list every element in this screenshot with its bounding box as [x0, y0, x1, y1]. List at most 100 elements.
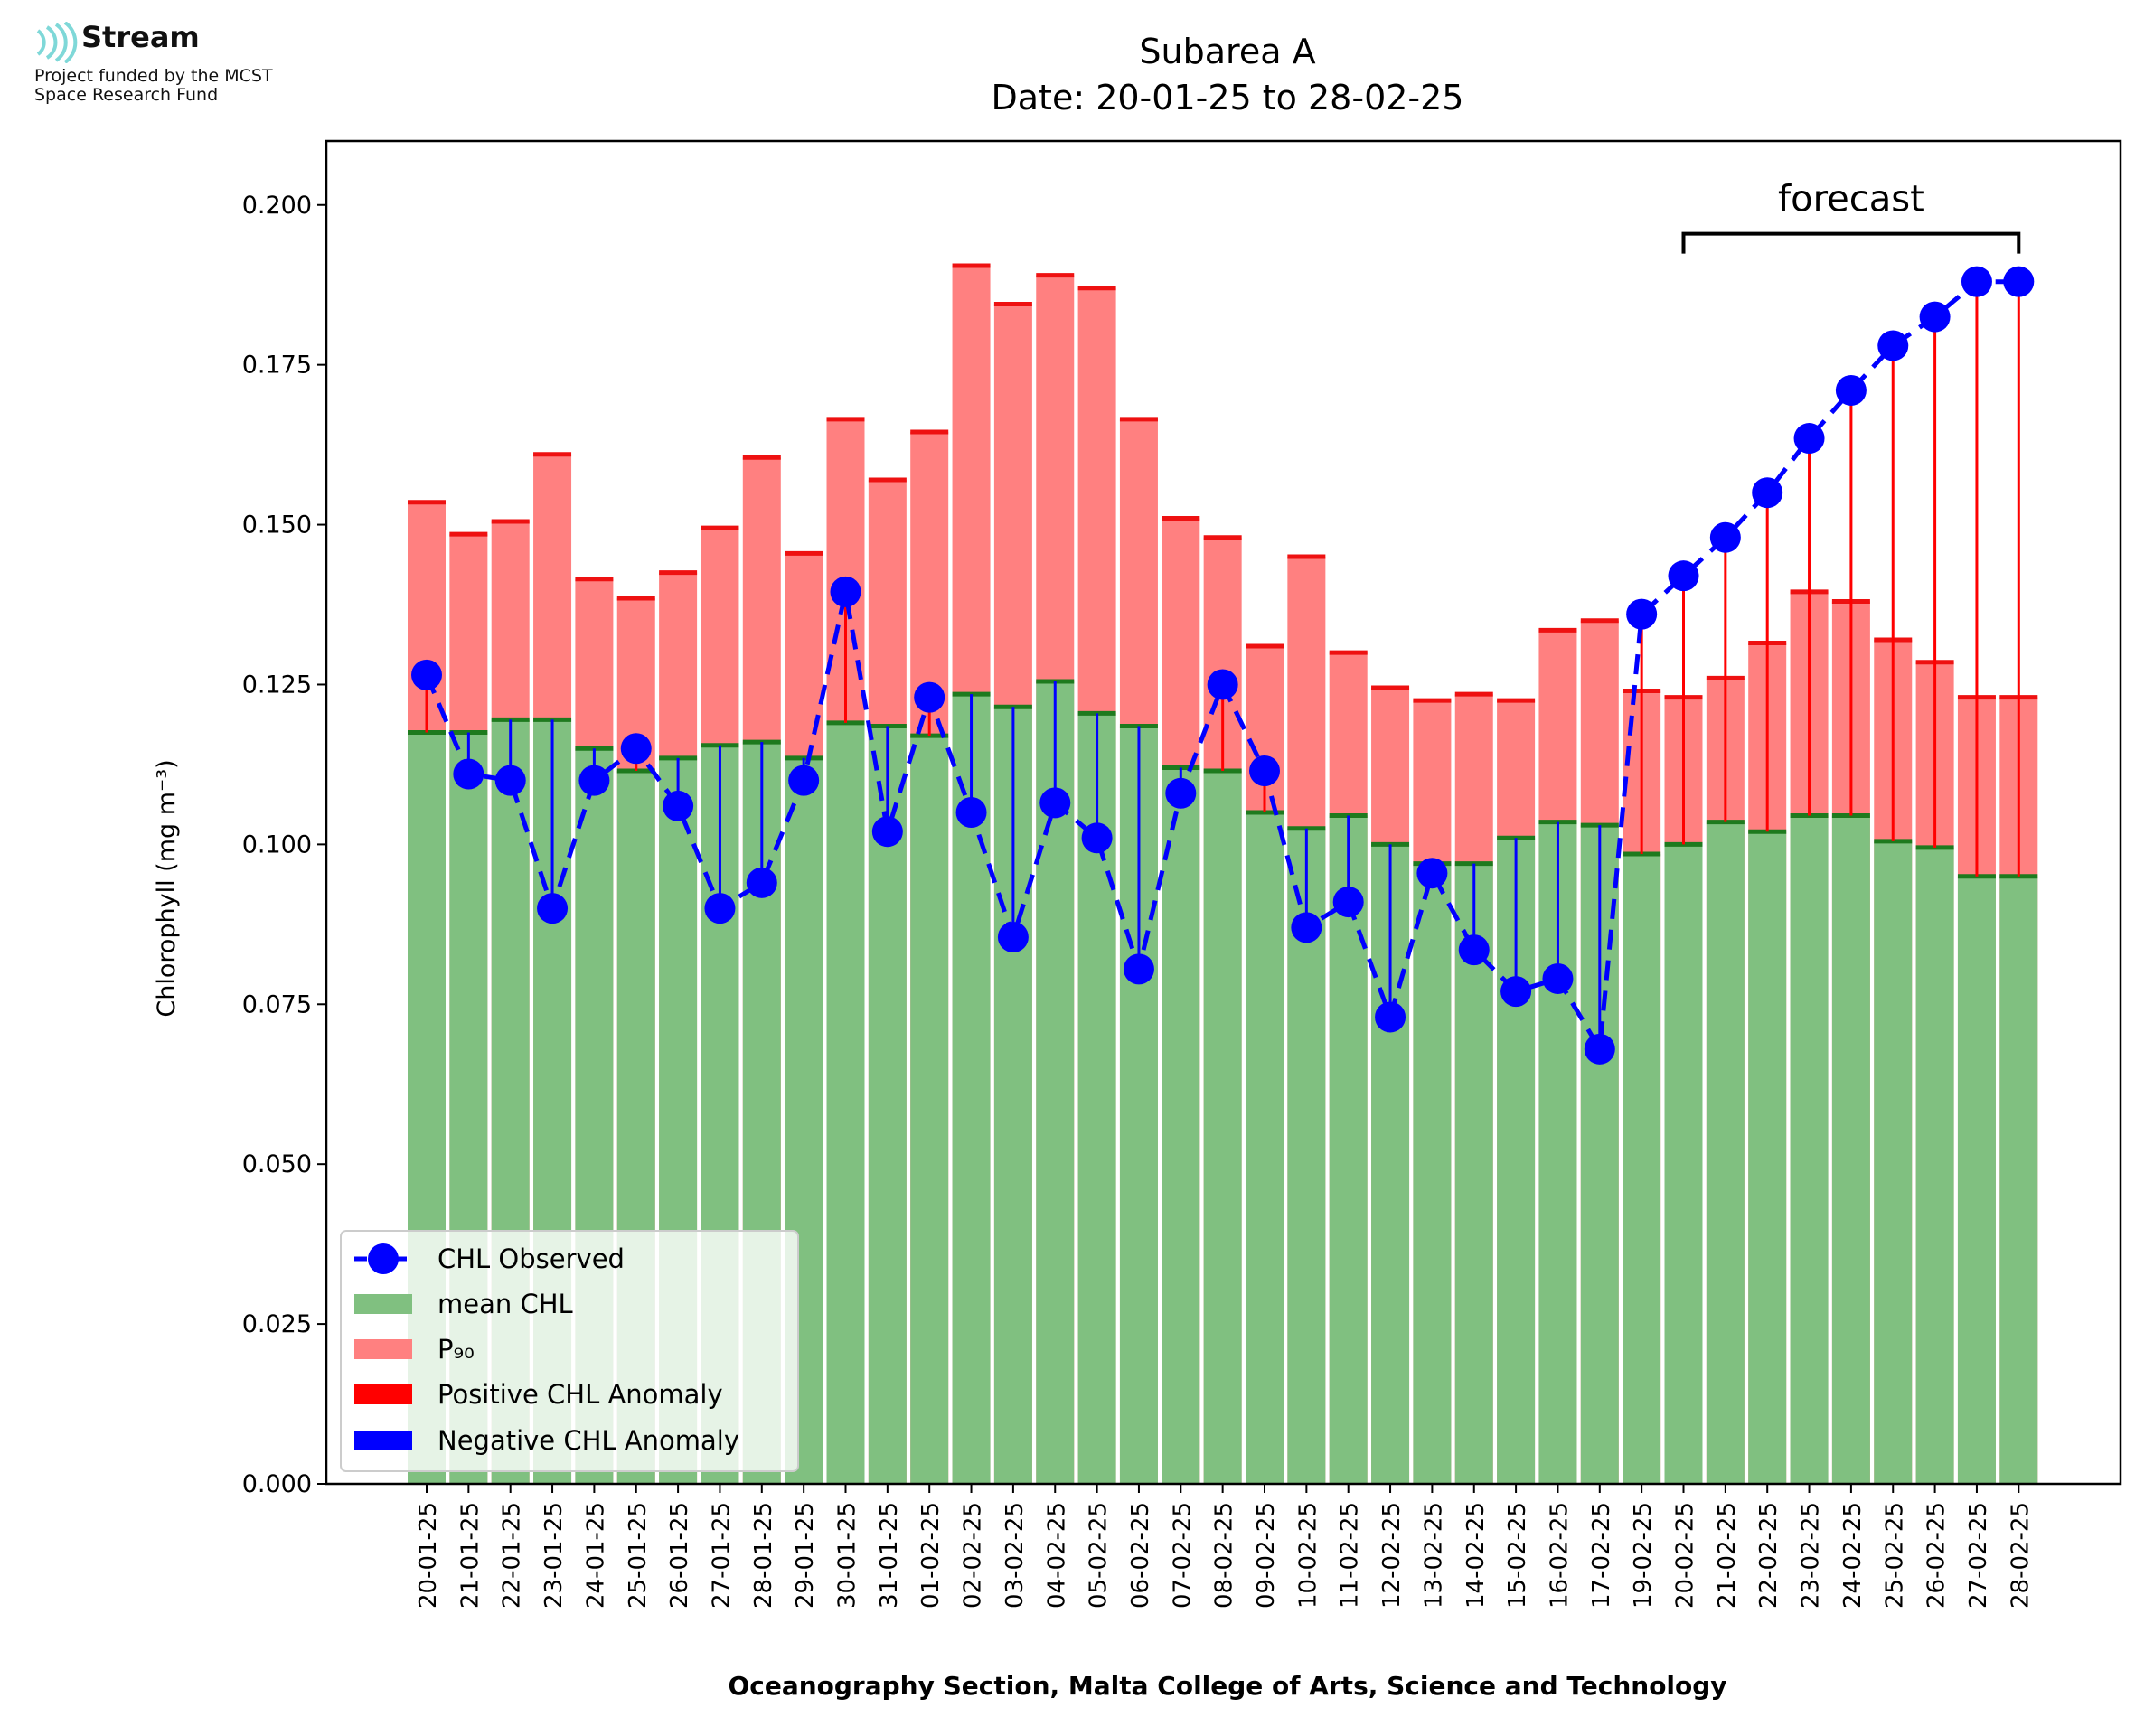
y-tick-label: 0.100 [242, 830, 312, 859]
y-tick-label: 0.075 [242, 990, 312, 1018]
mean-chl-bar [868, 726, 907, 1484]
x-tick-label: 23-02-25 [1798, 1502, 1825, 1609]
mean-chl-bar [1162, 767, 1200, 1484]
x-tick-label: 20-01-25 [415, 1502, 442, 1609]
x-tick-label: 27-01-25 [708, 1502, 735, 1609]
chart-subtitle: Date: 20-01-25 to 28-02-25 [992, 78, 1464, 117]
legend-label: Positive CHL Anomaly [437, 1379, 723, 1410]
logo-funding-line-1: Project funded by the MCST [34, 66, 273, 86]
chl-observed-point [871, 816, 903, 848]
x-tick-label: 25-02-25 [1881, 1502, 1908, 1609]
chl-observed-point [704, 893, 736, 924]
mean-chl-bar [1246, 812, 1284, 1484]
chl-observed-point [1081, 822, 1113, 854]
x-tick-label: 20-02-25 [1672, 1502, 1699, 1609]
mean-chl-bar [1623, 853, 1661, 1484]
chl-observed-point [1207, 669, 1238, 700]
logo-funding-text: Project funded by the MCST Space Researc… [34, 67, 273, 105]
chl-observed-point [1877, 330, 1909, 361]
mean-chl-bar [826, 722, 865, 1484]
chl-observed-point [1123, 953, 1154, 985]
x-tick-label: 22-01-25 [499, 1502, 526, 1609]
mean-chl-bar [1706, 821, 1745, 1484]
chl-observed-point [1291, 912, 1322, 943]
mean-chl-bar [1957, 876, 1996, 1484]
x-tick-label: 27-02-25 [1965, 1502, 1992, 1609]
legend-label: Negative CHL Anomaly [437, 1425, 739, 1456]
chart-title: Subarea A [1139, 32, 1315, 71]
mean-chl-bar [1454, 863, 1493, 1484]
mean-chl-bar [1915, 847, 1954, 1484]
y-axis-label: Chlorophyll (mg m⁻³) [153, 759, 181, 1017]
forecast-bracket [1681, 231, 2021, 254]
mean-chl-bar [1413, 863, 1452, 1484]
legend: CHL Observed mean CHL P₉₀ Positive CHL Anom… [340, 1230, 799, 1472]
legend-swatch [354, 1294, 412, 1314]
x-tick-label: 10-02-25 [1294, 1502, 1322, 1609]
x-tick-label: 02-02-25 [960, 1502, 987, 1609]
chl-observed-point [1249, 755, 1280, 787]
chl-observed-point [1752, 477, 1783, 509]
x-tick-label: 31-01-25 [876, 1502, 903, 1609]
mean-chl-bar [1999, 876, 2038, 1484]
mean-chl-bar [1790, 815, 1829, 1484]
chl-observed-point [2003, 266, 2035, 297]
x-tick-label: 14-02-25 [1463, 1502, 1490, 1609]
y-tick-label: 0.200 [242, 192, 312, 220]
mean-chl-bar [1664, 844, 1703, 1484]
chl-observed-point [1835, 374, 1867, 406]
x-tick-label: 15-02-25 [1504, 1502, 1531, 1609]
mean-chl-bar [910, 736, 949, 1484]
chl-observed-point [1458, 934, 1490, 966]
x-tick-label: 23-01-25 [541, 1502, 568, 1609]
chl-observed-point [453, 758, 484, 790]
chl-observed-point [1709, 521, 1741, 553]
y-tick-label: 0.050 [242, 1150, 312, 1178]
x-tick-label: 17-02-25 [1588, 1502, 1615, 1609]
chl-observed-point [1961, 266, 1992, 297]
mean-chl-bar [1748, 831, 1787, 1484]
y-tick-label: 0.000 [242, 1470, 312, 1498]
chl-observed-point [537, 893, 569, 924]
chl-observed-point [1793, 423, 1825, 455]
chl-observed-point [746, 867, 777, 898]
x-tick-label: 21-01-25 [456, 1502, 484, 1609]
chl-observed-point [955, 797, 987, 828]
chl-observed-point [1416, 858, 1448, 889]
x-tick-label: 21-02-25 [1714, 1502, 1741, 1609]
chl-observed-point [997, 921, 1029, 952]
x-tick-label: 07-02-25 [1169, 1502, 1196, 1609]
legend-swatch [354, 1384, 412, 1404]
legend-swatch [354, 1431, 412, 1450]
chl-observed-point [914, 681, 945, 713]
x-tick-label: 01-02-25 [917, 1502, 945, 1609]
plot-area: 0.000 0.025 0.050 0.075 0.100 0.125 0.150 0.175… [242, 139, 2122, 1609]
stream-waves-icon [36, 22, 78, 63]
x-tick-label: 16-02-25 [1546, 1502, 1573, 1609]
legend-box [340, 1230, 799, 1472]
logo-funding-line-2: Space Research Fund [34, 85, 219, 105]
chl-observed-point [1626, 598, 1658, 630]
x-tick-label: 26-01-25 [666, 1502, 693, 1609]
logo-name: Stream [81, 20, 200, 54]
x-tick-label: 03-02-25 [1002, 1502, 1029, 1609]
x-tick-label: 12-02-25 [1378, 1502, 1406, 1609]
chl-observed-point [1919, 301, 1951, 333]
mean-chl-bar [1874, 840, 1913, 1484]
y-tick-label: 0.150 [242, 511, 312, 540]
chl-observed-point [663, 790, 694, 821]
y-tick-label: 0.025 [242, 1310, 312, 1338]
mean-chl-bar [1831, 815, 1870, 1484]
legend-label: CHL Observed [437, 1243, 625, 1274]
x-tick-label: 06-02-25 [1127, 1502, 1154, 1609]
chl-observed-point [620, 733, 652, 765]
x-tick-label: 28-02-25 [2007, 1502, 2034, 1609]
x-tick-label: 09-02-25 [1253, 1502, 1280, 1609]
x-tick-label: 22-02-25 [1755, 1502, 1782, 1609]
mean-chl-bar [1329, 815, 1368, 1484]
y-tick-label: 0.125 [242, 671, 312, 699]
x-tick-label: 30-01-25 [834, 1502, 861, 1609]
chl-observed-point [1165, 777, 1197, 809]
chl-observed-point [788, 765, 820, 796]
